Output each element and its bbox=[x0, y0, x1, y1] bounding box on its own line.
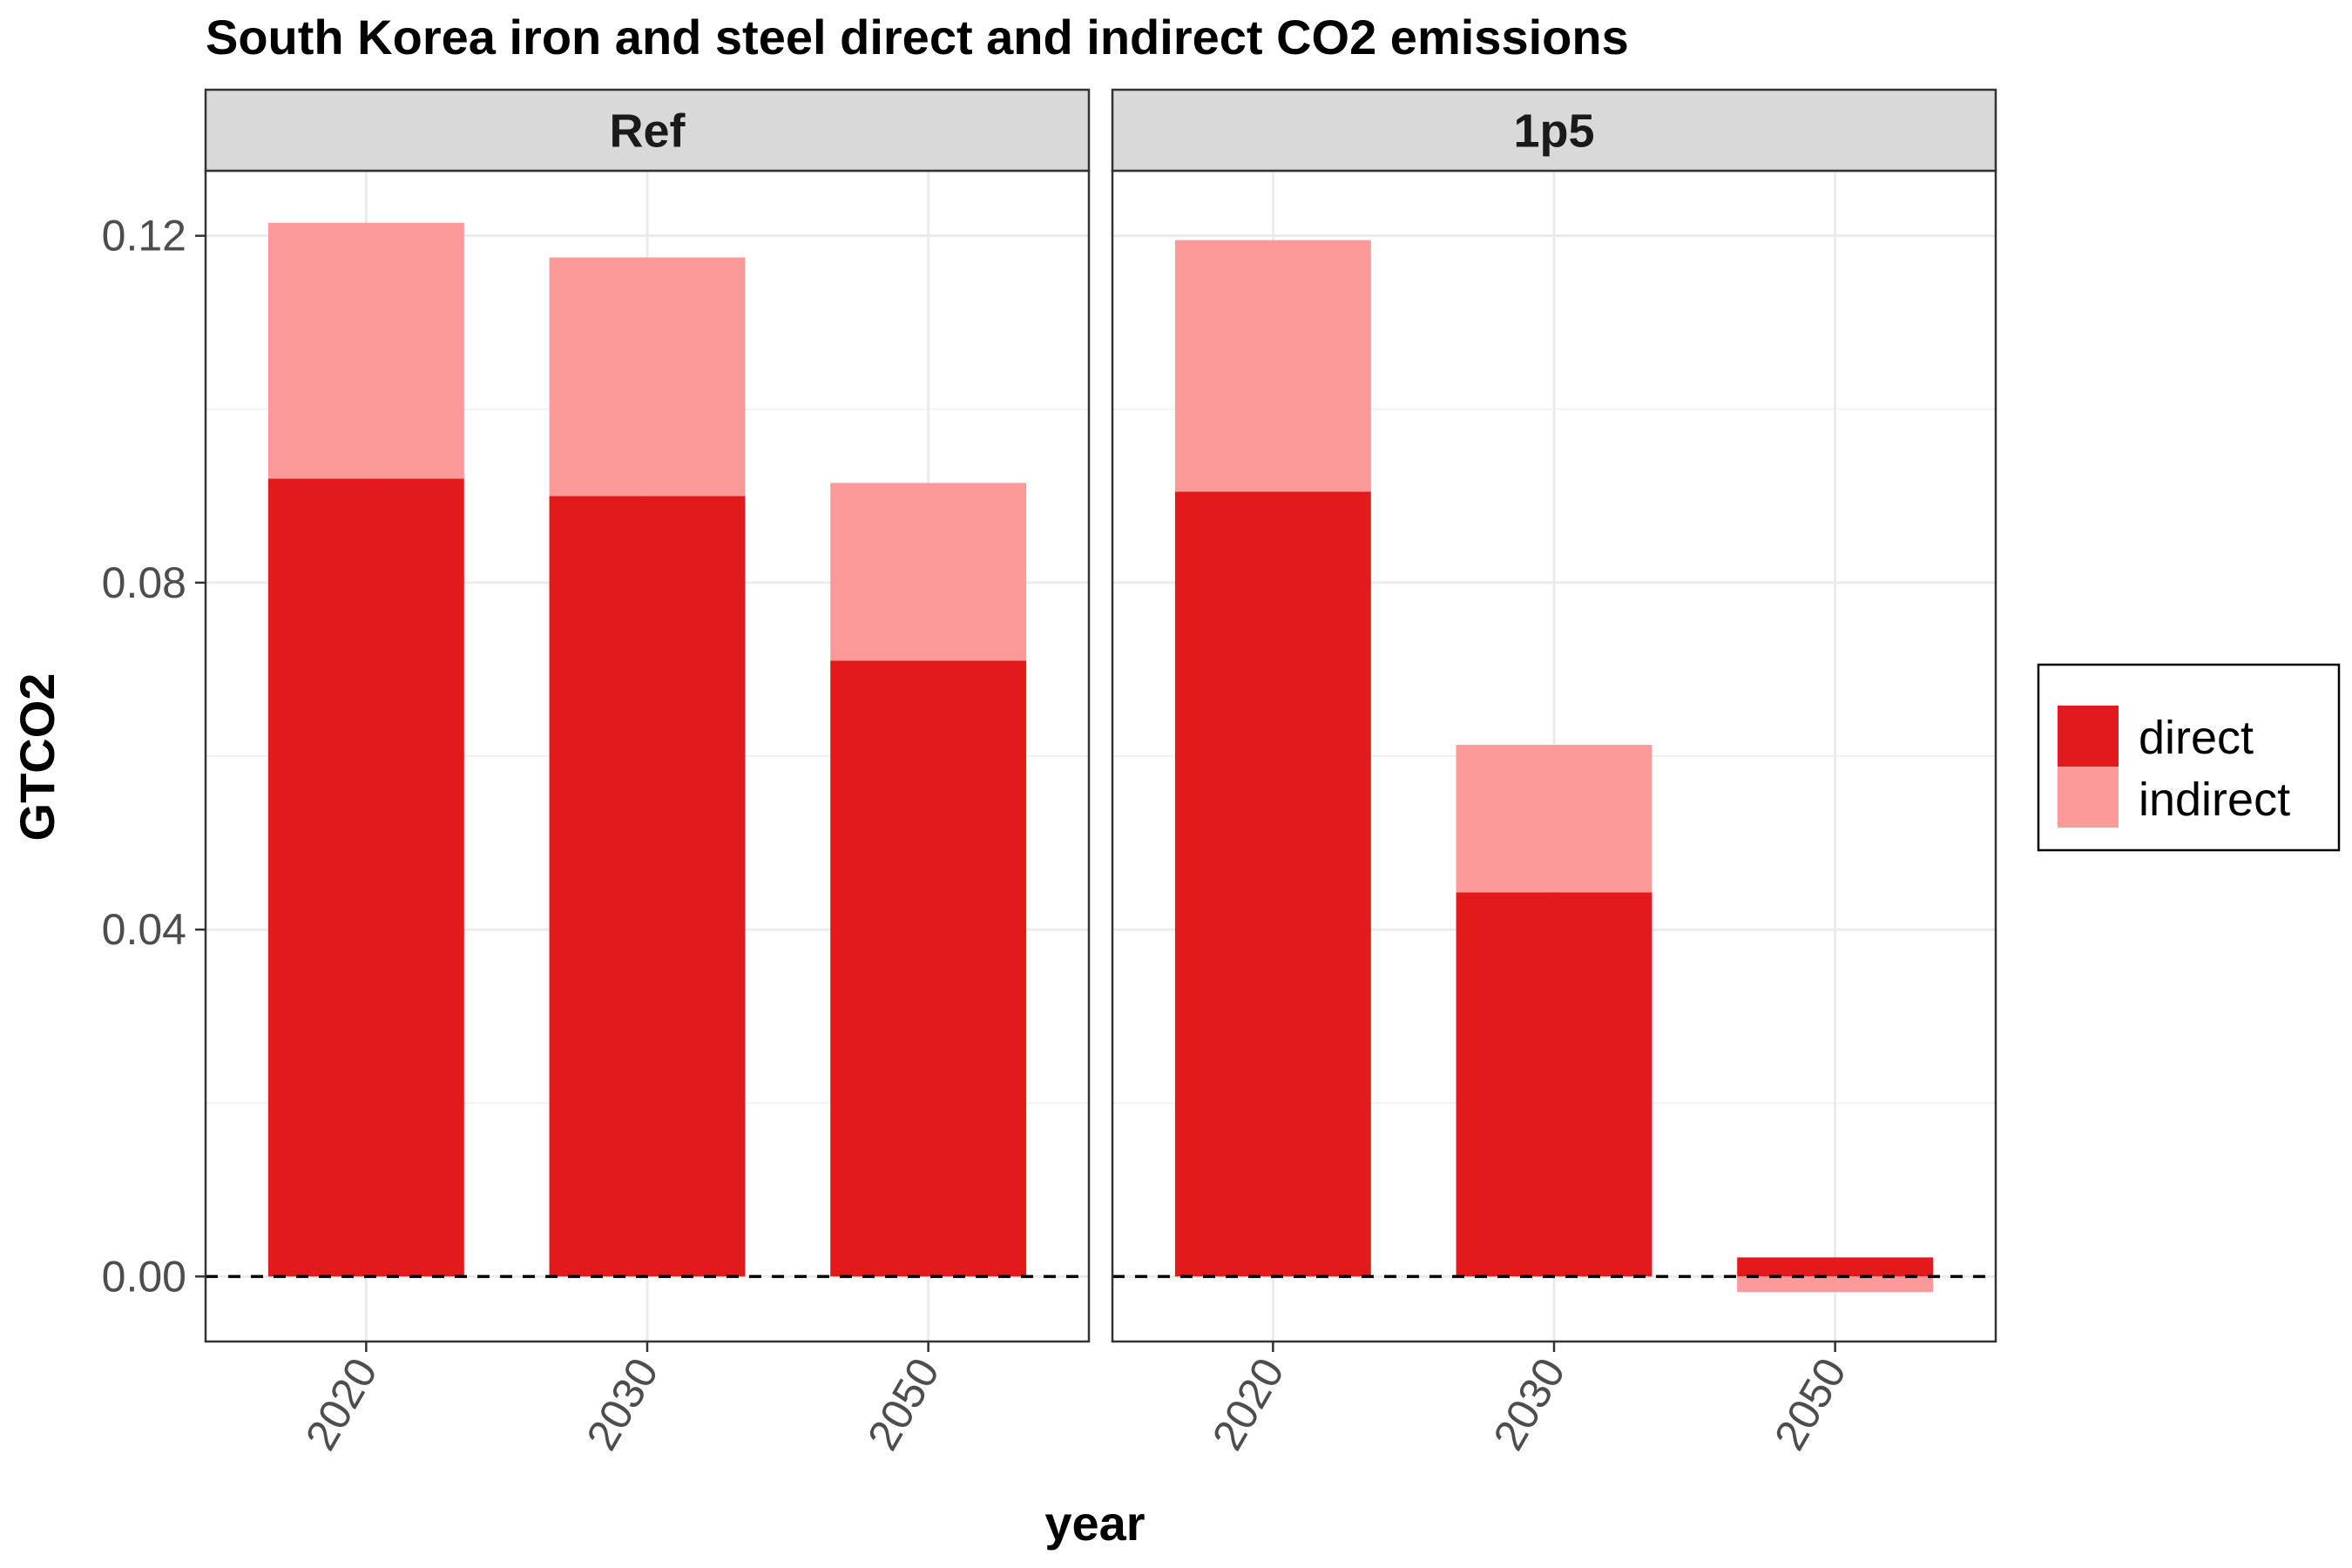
panel-ref: Ref bbox=[204, 88, 1091, 1343]
bar-indirect-2050 bbox=[830, 483, 1027, 661]
panel-1p5: 1p5 bbox=[1111, 88, 1997, 1343]
bar-direct-2050 bbox=[830, 660, 1027, 1277]
bar-indirect-2030 bbox=[549, 257, 746, 497]
y-tick-label: 0.12 bbox=[102, 212, 186, 260]
legend-label-indirect: indirect bbox=[2139, 774, 2290, 826]
x-axis-title: year bbox=[1044, 1496, 1145, 1551]
x-tick-label: 2050 bbox=[1765, 1350, 1855, 1458]
bar-direct-2020 bbox=[1174, 491, 1371, 1277]
facet-strip bbox=[204, 88, 1091, 172]
bar-indirect-2020 bbox=[1174, 240, 1371, 492]
bar-indirect-2030 bbox=[1456, 745, 1652, 893]
bar-direct-2030 bbox=[1456, 892, 1652, 1277]
x-tick-label: 2020 bbox=[1203, 1350, 1294, 1458]
legend: direct indirect bbox=[2037, 663, 2341, 852]
x-tick-label: 2030 bbox=[1484, 1350, 1574, 1458]
x-tick-label: 2050 bbox=[858, 1350, 949, 1458]
y-tick-label: 0.00 bbox=[102, 1252, 186, 1301]
bar-direct-2020 bbox=[267, 478, 464, 1277]
bar-direct-2030 bbox=[549, 496, 746, 1277]
x-axis: 2020 2030 2050 2020 2030 2050 bbox=[296, 1342, 1855, 1458]
x-tick-label: 2030 bbox=[577, 1350, 667, 1458]
legend-label-direct: direct bbox=[2139, 712, 2254, 764]
bar-direct-2050 bbox=[1737, 1257, 1934, 1277]
facet-strip-label: Ref bbox=[609, 105, 686, 158]
bar-indirect-2020 bbox=[267, 222, 464, 479]
legend-key-indirect bbox=[2058, 767, 2119, 828]
legend-key-direct bbox=[2058, 706, 2119, 767]
x-tick-label: 2020 bbox=[296, 1350, 387, 1458]
facet-strip bbox=[1111, 88, 1997, 172]
y-tick-label: 0.04 bbox=[102, 905, 186, 954]
y-axis-title: GTCO2 bbox=[10, 673, 64, 841]
facet-strip-label: 1p5 bbox=[1513, 105, 1594, 158]
chart-title: South Korea iron and steel direct and in… bbox=[206, 10, 1629, 64]
y-axis: 0.00 0.04 0.08 0.12 bbox=[102, 212, 206, 1301]
bar-indirect-2050 bbox=[1737, 1276, 1934, 1293]
y-tick-label: 0.08 bbox=[102, 558, 186, 607]
